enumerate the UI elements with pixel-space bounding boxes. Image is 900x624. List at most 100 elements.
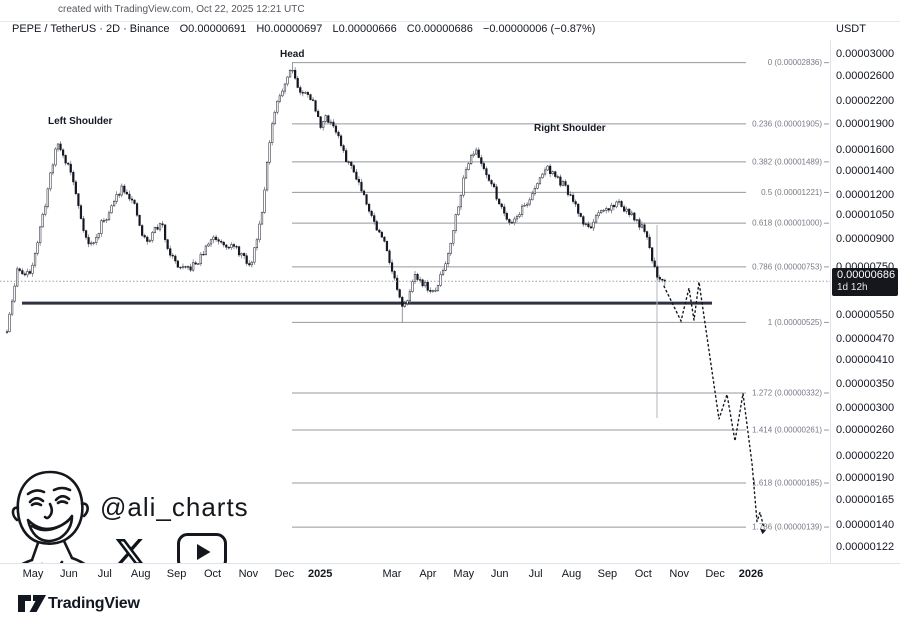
- candle-body: [266, 162, 269, 191]
- candle-body: [77, 193, 80, 206]
- candle-body: [434, 290, 437, 292]
- candle-body: [472, 153, 475, 156]
- fib-label-0.618: 0.618 (0.00001000): [752, 219, 822, 228]
- candle-body: [541, 173, 544, 179]
- candle-body: [158, 223, 162, 230]
- price-tick: 0.00001200: [836, 188, 895, 201]
- candle-body: [630, 212, 633, 215]
- candle-body: [426, 281, 429, 291]
- candle-body: [164, 224, 167, 240]
- candle-body: [67, 162, 70, 165]
- candle-body: [490, 180, 493, 185]
- candle-body: [151, 232, 154, 241]
- candle-body: [597, 212, 600, 217]
- candle-body: [33, 253, 37, 266]
- candle-body: [600, 210, 603, 214]
- symbol-header: PEPE / TetherUS · 2D · Binance O0.000006…: [12, 23, 602, 39]
- candle-body: [403, 303, 406, 307]
- candle-body: [536, 183, 539, 189]
- time-tick-Aug: Aug: [130, 568, 151, 580]
- candle-body: [388, 250, 391, 263]
- candle-body: [350, 161, 353, 166]
- candle-body: [329, 121, 332, 124]
- candle-body: [125, 191, 128, 195]
- candle-body: [148, 240, 151, 242]
- time-tick-Mar: Mar: [382, 568, 402, 580]
- candle-body: [181, 266, 185, 268]
- price-tick: 0.00000410: [836, 353, 895, 366]
- candle-body: [166, 239, 169, 249]
- candle-body: [130, 198, 134, 201]
- candle-body: [215, 236, 218, 240]
- candle-body: [464, 169, 468, 179]
- candle-body: [102, 220, 106, 222]
- candle-body: [385, 240, 389, 252]
- pattern-label-head: Head: [280, 49, 305, 60]
- candle-body: [523, 204, 526, 207]
- bar-countdown: 1d 12h: [837, 282, 868, 294]
- time-axis[interactable]: May Jun Jul Aug Sep Oct Nov Dec 2025 Mar Apr May Jun…: [0, 563, 900, 586]
- candle-body: [505, 212, 508, 220]
- candle-body: [587, 223, 590, 227]
- candle-body: [324, 115, 327, 122]
- time-tick-Jul: Jul: [97, 568, 112, 580]
- candle-body: [44, 206, 47, 215]
- candle-body: [69, 163, 72, 173]
- candle-body: [95, 237, 98, 243]
- candle-body: [258, 223, 261, 241]
- time-tick-Nov: Nov: [238, 568, 259, 580]
- candle-body: [406, 300, 409, 304]
- created-with-text: created with TradingView.com, Oct 22, 20…: [58, 4, 305, 15]
- candle-body: [521, 205, 524, 215]
- candle-body: [220, 241, 223, 243]
- candle-body: [454, 214, 457, 231]
- tradingview-logo-icon: [18, 595, 46, 612]
- artist-handle-text: @ali_charts: [100, 492, 249, 522]
- candle-body: [515, 216, 519, 220]
- time-tick-Dec: Dec: [274, 568, 295, 580]
- symbol-title[interactable]: PEPE / TetherUS · 2D · Binance: [12, 23, 170, 35]
- candle-body: [28, 271, 32, 274]
- price-axis[interactable]: 0.00000686 1d 12h 0.00003000 0.00002600 0.…: [830, 40, 900, 563]
- candle-body: [615, 201, 618, 208]
- candle-body: [605, 208, 608, 211]
- candle-body: [105, 219, 108, 221]
- x-twitter-icon: [115, 539, 145, 565]
- candle-body: [638, 219, 641, 228]
- candle-body: [146, 236, 149, 242]
- price-tick: 0.00000550: [836, 308, 895, 321]
- last-price-value: 0.00000686: [837, 269, 896, 282]
- candle-body: [286, 76, 289, 85]
- candle-body: [635, 219, 638, 221]
- candle-body: [416, 273, 419, 280]
- candlestick-plot[interactable]: 0 (0.00002836) 0.236 (0.00001905) 0.382 (0…: [0, 40, 830, 563]
- candle-body: [487, 174, 491, 181]
- candle-body: [607, 208, 610, 211]
- candle-body: [100, 220, 103, 234]
- candle-body: [617, 201, 621, 203]
- candle-body: [413, 273, 417, 282]
- fib-label-1.414: 1.414 (0.00000261): [752, 426, 822, 435]
- candle-body: [503, 206, 506, 214]
- projection-arrowhead: [760, 528, 766, 535]
- candle-body: [449, 242, 452, 254]
- candle-body: [18, 268, 21, 271]
- candle-body: [462, 177, 465, 196]
- tradingview-logo-text[interactable]: TradingView: [48, 595, 140, 612]
- candle-body: [447, 253, 450, 264]
- candle-body: [360, 181, 363, 192]
- candle-body: [526, 203, 529, 206]
- candle-body: [663, 279, 666, 282]
- candle-body: [82, 218, 85, 231]
- candle-body: [113, 201, 116, 207]
- chart-canvas[interactable]: 0 (0.00002836) 0.236 (0.00001905) 0.382 (0…: [0, 40, 830, 584]
- candle-body: [115, 194, 118, 202]
- candle-body: [13, 285, 16, 302]
- candle-body: [584, 223, 587, 225]
- pattern-label-left-shoulder: Left Shoulder: [48, 116, 113, 127]
- ohlc-close: C0.00000686: [406, 23, 473, 35]
- candle-body: [90, 242, 93, 245]
- candle-body: [301, 92, 304, 94]
- candle-body: [271, 123, 274, 143]
